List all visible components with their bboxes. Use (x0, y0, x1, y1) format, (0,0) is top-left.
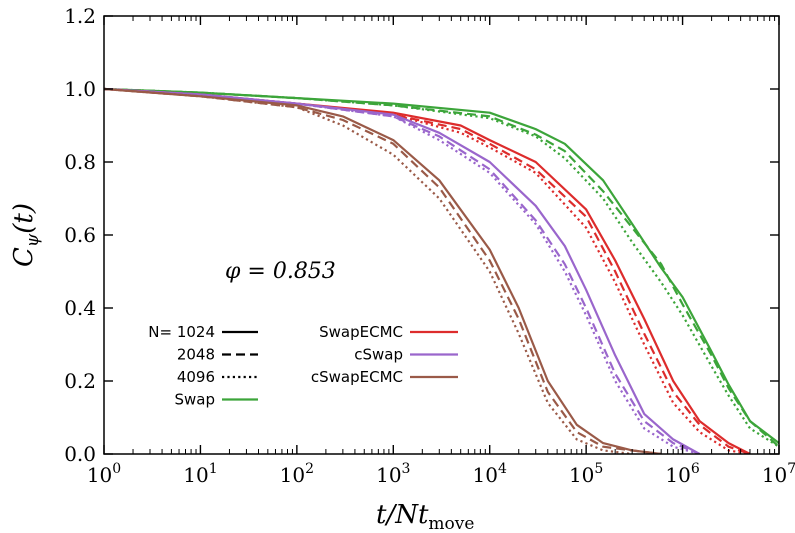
x-tick-label: 102 (280, 461, 314, 487)
x-tick-label: 107 (762, 461, 795, 487)
y-tick-label: 1.0 (64, 77, 96, 101)
legend-label: Swap (174, 391, 215, 409)
series-layer (104, 87, 779, 454)
y-tick-label: 0.6 (64, 223, 96, 247)
y-tick-label: 0.0 (64, 442, 96, 466)
series-line-swap-4096 (104, 87, 779, 448)
y-tick-labels: 0.0 0.2 0.4 0.6 0.8 1.0 1.2 (64, 4, 96, 466)
y-tick-label: 0.4 (64, 296, 96, 320)
legend-label: 2048 (177, 346, 215, 364)
x-tick-label: 101 (183, 461, 217, 487)
x-tick-label: 105 (569, 461, 603, 487)
x-tick-label: 106 (665, 461, 699, 487)
legend-label: N= 1024 (148, 323, 215, 341)
legend-label: 4096 (177, 368, 215, 386)
legend-label: cSwap (354, 346, 403, 364)
series-line-swapecmc-4096 (104, 87, 751, 454)
series-line-cswapecmc-4096 (104, 87, 633, 454)
series-line-swap-2048 (104, 87, 779, 448)
tick-layer (103, 15, 780, 455)
legend-label: SwapECMC (319, 323, 403, 341)
legend-label: cSwapECMC (311, 368, 403, 386)
x-tick-label: 103 (376, 461, 410, 487)
series-line-cswap-2048 (104, 87, 701, 454)
series-line-cswap-1024 (104, 87, 701, 454)
series-line-cswap-4096 (104, 87, 700, 454)
x-tick-label: 104 (473, 461, 507, 487)
annotation-phi: φ = 0.853 (225, 259, 336, 284)
x-tick-labels: 100 101 102 103 104 105 106 107 (87, 461, 795, 487)
y-tick-label: 0.2 (64, 369, 96, 393)
y-axis-title: Cψ(t) (9, 203, 43, 267)
y-tick-label: 1.2 (64, 4, 96, 28)
y-tick-label: 0.8 (64, 150, 96, 174)
series-line-swapecmc-2048 (104, 87, 751, 454)
series-line-cswapecmc-1024 (104, 87, 662, 454)
legend: N= 1024 2048 4096 Swap SwapECMC cSwap cSwapECM… (148, 323, 458, 409)
series-line-cswapecmc-2048 (104, 87, 662, 454)
x-axis-title: t/Ntmove (376, 500, 474, 533)
